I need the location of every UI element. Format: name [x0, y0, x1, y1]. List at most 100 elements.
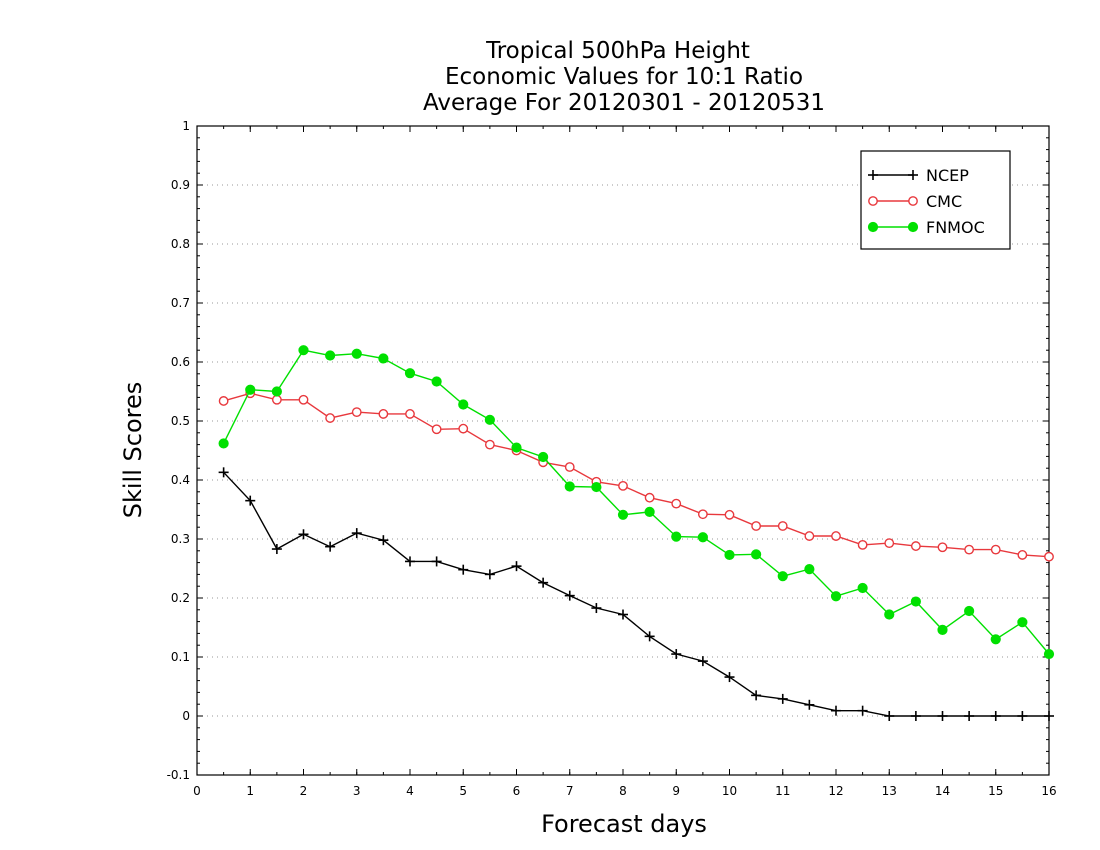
- data-point-cmc: [724, 509, 735, 520]
- legend-marker-cmc: [868, 196, 878, 206]
- data-point-ncep: [697, 656, 708, 667]
- data-point-fnmoc: [724, 549, 735, 561]
- data-point-ncep: [405, 556, 415, 567]
- data-point-fnmoc: [857, 582, 868, 594]
- data-point-fnmoc: [777, 571, 788, 582]
- data-point-fnmoc: [298, 345, 309, 356]
- data-point-fnmoc: [538, 451, 549, 463]
- y-tick-label: 0.1: [171, 650, 190, 664]
- data-point-fnmoc: [325, 350, 336, 361]
- data-point-cmc: [351, 407, 362, 418]
- title-line-3: Average For 20120301 - 20120531: [423, 90, 825, 116]
- x-tick-label: 13: [882, 784, 897, 798]
- data-point-fnmoc: [458, 399, 469, 410]
- title-line-2: Economic Values for 10:1 Ratio: [445, 64, 803, 90]
- data-point-cmc: [1044, 551, 1054, 562]
- data-point-fnmoc: [271, 386, 282, 397]
- data-point-cmc: [884, 538, 895, 549]
- data-point-ncep: [325, 541, 336, 552]
- data-point-fnmoc: [644, 506, 655, 517]
- data-point-ncep: [831, 705, 841, 716]
- data-point-fnmoc: [351, 348, 362, 359]
- x-tick-label: 11: [775, 784, 790, 798]
- legend-item-fnmoc: FNMOC: [867, 218, 985, 237]
- data-point-cmc: [298, 394, 309, 405]
- data-point-ncep: [511, 561, 522, 572]
- data-point-ncep: [1044, 711, 1054, 721]
- y-axis-ticks: -0.1 0 0.1 0.2 0.3 0.4 0.5 0.6 0.7 0.8 0.9 1: [167, 119, 1049, 782]
- data-point-ncep: [218, 467, 229, 478]
- x-tick-label: 15: [988, 784, 1003, 798]
- data-point-ncep: [298, 529, 309, 540]
- x-tick-label: 8: [619, 784, 627, 798]
- data-point-fnmoc: [1017, 617, 1028, 628]
- data-point-ncep: [591, 603, 602, 614]
- data-point-cmc: [378, 409, 389, 419]
- legend-marker-fnmoc: [907, 221, 919, 233]
- data-point-ncep: [857, 705, 868, 716]
- data-point-fnmoc: [511, 442, 522, 453]
- data-point-cmc: [937, 542, 948, 553]
- data-point-ncep: [351, 528, 362, 539]
- y-tick-label: 1: [182, 119, 190, 133]
- data-point-cmc: [857, 540, 868, 550]
- x-axis-label: Forecast days: [541, 810, 707, 838]
- data-point-ncep: [751, 690, 762, 701]
- data-point-cmc: [644, 492, 655, 503]
- x-tick-label: 3: [353, 784, 361, 798]
- x-tick-label: 16: [1041, 784, 1056, 798]
- data-point-cmc: [484, 439, 495, 450]
- x-tick-label: 0: [193, 784, 201, 798]
- data-point-cmc: [431, 424, 442, 435]
- data-point-fnmoc: [218, 438, 229, 449]
- data-point-ncep: [484, 569, 495, 580]
- data-point-ncep: [458, 564, 469, 575]
- y-tick-label: 0.5: [171, 414, 190, 428]
- y-tick-label: 0: [182, 709, 190, 723]
- data-point-fnmoc: [591, 481, 602, 493]
- data-point-fnmoc: [245, 384, 256, 395]
- data-point-cmc: [271, 394, 282, 405]
- data-point-fnmoc: [937, 624, 948, 635]
- legend-label-fnmoc: FNMOC: [926, 218, 985, 237]
- data-point-fnmoc: [564, 481, 575, 492]
- data-point-ncep: [644, 631, 655, 642]
- x-tick-label: 5: [459, 784, 467, 798]
- data-point-ncep: [245, 495, 256, 506]
- y-tick-label: 0.8: [171, 237, 190, 251]
- data-point-fnmoc: [751, 549, 762, 560]
- data-point-fnmoc: [830, 591, 842, 602]
- legend-box: [860, 150, 1011, 250]
- series-ncep: [218, 467, 1054, 721]
- data-point-fnmoc: [697, 532, 708, 543]
- data-point-fnmoc: [964, 605, 975, 617]
- data-point-fnmoc: [884, 609, 895, 620]
- data-point-cmc: [564, 462, 575, 472]
- data-point-cmc: [831, 531, 841, 541]
- data-point-cmc: [405, 409, 415, 419]
- data-point-cmc: [1017, 550, 1028, 560]
- legend-item-cmc: CMC: [868, 192, 962, 211]
- x-tick-label: 2: [300, 784, 308, 798]
- data-point-fnmoc: [378, 353, 389, 364]
- x-axis-ticks: 0 1 2 3 4 5 6 7 8 9 10 11 12 13 14 15 16: [193, 126, 1057, 798]
- legend-marker-ncep: [868, 170, 878, 180]
- data-point-fnmoc: [404, 368, 416, 379]
- data-point-cmc: [964, 544, 975, 555]
- data-point-ncep: [671, 649, 682, 660]
- data-point-cmc: [990, 544, 1001, 555]
- data-point-cmc: [697, 509, 708, 520]
- data-point-fnmoc: [671, 531, 682, 542]
- data-point-cmc: [618, 480, 628, 491]
- data-point-fnmoc: [910, 596, 921, 607]
- title-line-1: Tropical 500hPa Height: [485, 38, 750, 64]
- data-point-ncep: [538, 577, 549, 588]
- legend-label-ncep: NCEP: [926, 166, 969, 185]
- data-point-ncep: [431, 556, 442, 567]
- data-point-cmc: [910, 541, 921, 551]
- data-point-ncep: [884, 711, 895, 721]
- series-line-cmc: [223, 392, 1050, 558]
- data-point-cmc: [804, 531, 815, 541]
- y-tick-label: -0.1: [167, 768, 190, 782]
- data-point-cmc: [325, 413, 336, 423]
